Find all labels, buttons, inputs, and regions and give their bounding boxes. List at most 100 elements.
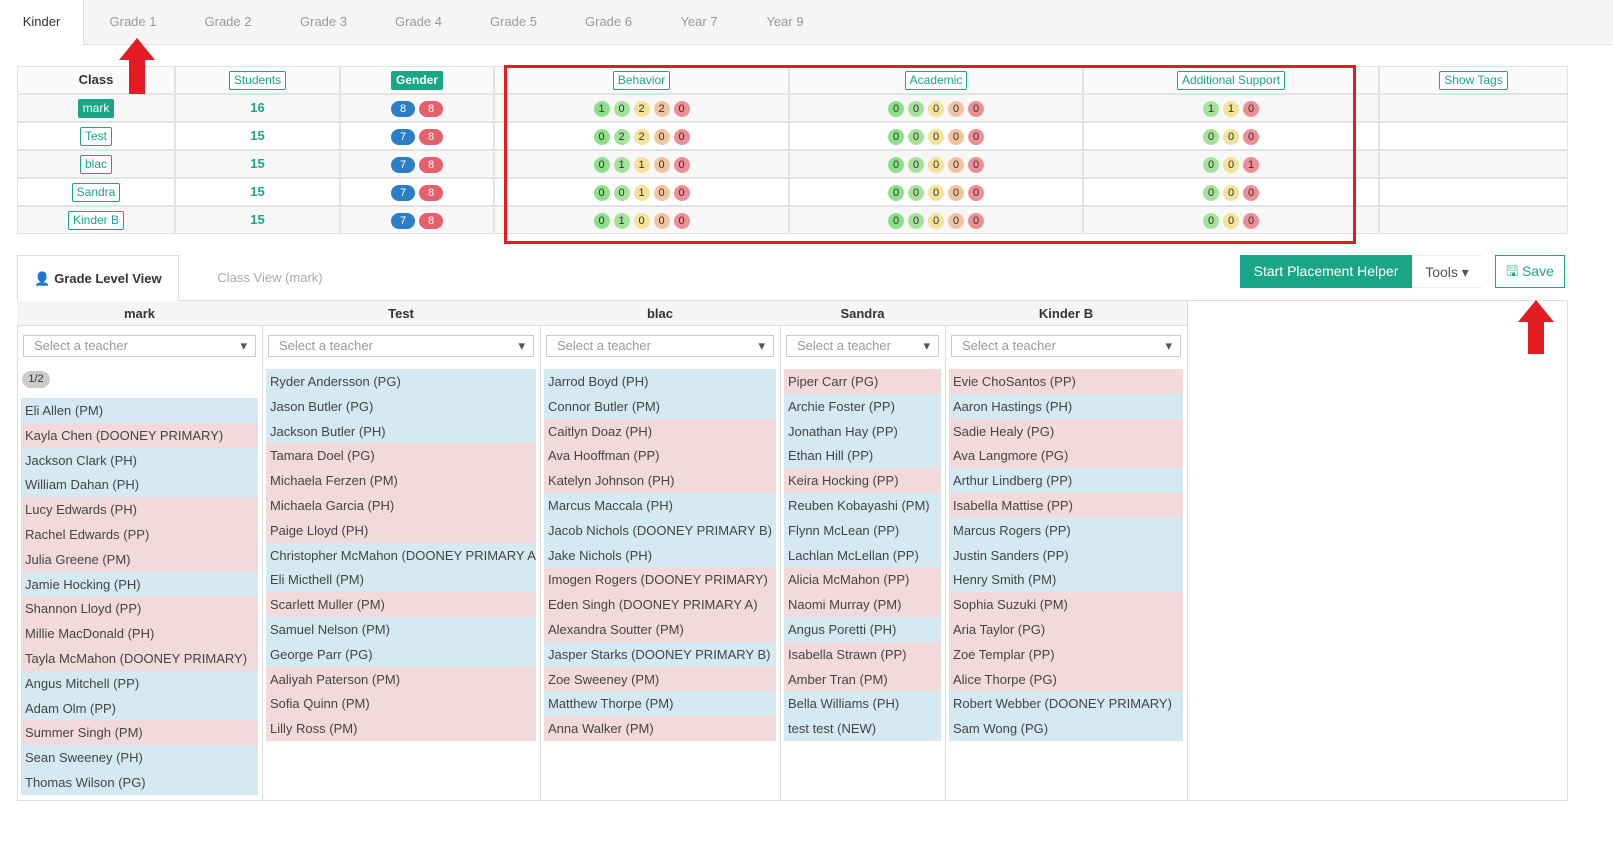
student-row[interactable]: Ava Langmore (PG) — [949, 443, 1183, 469]
grade-tab[interactable]: Kinder — [0, 0, 84, 45]
header-button[interactable]: Students — [228, 71, 287, 90]
student-row[interactable]: Tamara Doel (PG) — [266, 443, 536, 469]
student-row[interactable]: Ethan Hill (PP) — [784, 443, 941, 469]
class-button[interactable]: blac — [79, 155, 112, 174]
teacher-select[interactable]: Select a teacher ▾ — [951, 335, 1181, 357]
student-row[interactable]: Tayla McMahon (DOONEY PRIMARY) — [21, 646, 258, 671]
student-row[interactable]: Eli Micthell (PM) — [266, 567, 536, 593]
grade-tab[interactable]: Grade 6 — [585, 14, 632, 29]
student-row[interactable]: Christopher McMahon (DOONEY PRIMARY A) — [266, 542, 536, 568]
tools-button[interactable]: Tools ▾ — [1412, 255, 1482, 288]
student-row[interactable]: Sophia Suzuki (PM) — [949, 592, 1183, 618]
student-row[interactable]: Jake Nichols (PH) — [544, 542, 776, 568]
student-row[interactable]: Ryder Andersson (PG) — [266, 369, 536, 394]
student-row[interactable]: Bella Williams (PH) — [784, 691, 941, 717]
class-button[interactable]: mark — [77, 99, 115, 118]
student-row[interactable]: Reuben Kobayashi (PM) — [784, 493, 941, 518]
teacher-select[interactable]: Select a teacher ▾ — [546, 335, 774, 357]
student-row[interactable]: Katelyn Johnson (PH) — [544, 468, 776, 494]
student-row[interactable]: Ava Hooffman (PP) — [544, 443, 776, 469]
student-row[interactable]: Isabella Strawn (PP) — [784, 641, 941, 667]
student-row[interactable]: Angus Mitchell (PP) — [21, 670, 258, 696]
view-tab[interactable]: Class View (mark) — [190, 255, 350, 301]
student-row[interactable]: Amber Tran (PM) — [784, 666, 941, 692]
student-row[interactable]: Paige Lloyd (PH) — [266, 517, 536, 543]
student-row[interactable]: Zoe Sweeney (PM) — [544, 666, 776, 692]
student-row[interactable]: Evie ChoSantos (PP) — [949, 369, 1183, 394]
student-row[interactable]: Sean Sweeney (PH) — [21, 745, 258, 771]
student-row[interactable]: test test (NEW) — [784, 716, 941, 742]
header-button[interactable]: Behavior — [612, 71, 671, 90]
student-row[interactable]: Caitlyn Doaz (PH) — [544, 418, 776, 444]
student-row[interactable]: Summer Singh (PM) — [21, 720, 258, 746]
student-row[interactable]: Matthew Thorpe (PM) — [544, 691, 776, 717]
student-row[interactable]: Angus Poretti (PH) — [784, 617, 941, 642]
student-row[interactable]: Sadie Healy (PG) — [949, 418, 1183, 444]
header-button[interactable]: Additional Support — [1176, 71, 1286, 90]
student-row[interactable]: Samuel Nelson (PM) — [266, 617, 536, 642]
student-row[interactable]: Isabella Mattise (PP) — [949, 493, 1183, 518]
student-row[interactable]: Jarrod Boyd (PH) — [544, 369, 776, 394]
student-row[interactable]: Scarlett Muller (PM) — [266, 592, 536, 618]
student-row[interactable]: William Dahan (PH) — [21, 472, 258, 498]
header-button[interactable]: Show Tags — [1439, 71, 1508, 90]
student-row[interactable]: Imogen Rogers (DOONEY PRIMARY) — [544, 567, 776, 593]
student-row[interactable]: Marcus Rogers (PP) — [949, 517, 1183, 543]
student-row[interactable]: Thomas Wilson (PG) — [21, 770, 258, 795]
student-row[interactable]: Naomi Murray (PM) — [784, 592, 941, 618]
view-tab[interactable]: 👤 Grade Level View — [17, 255, 179, 301]
student-row[interactable]: Alice Thorpe (PG) — [949, 666, 1183, 692]
student-row[interactable]: Jackson Clark (PH) — [21, 447, 258, 473]
student-row[interactable]: Justin Sanders (PP) — [949, 542, 1183, 568]
student-row[interactable]: Marcus Maccala (PH) — [544, 493, 776, 518]
grade-tab[interactable]: Grade 5 — [490, 14, 537, 29]
student-row[interactable]: Jasper Starks (DOONEY PRIMARY B) — [544, 641, 776, 667]
student-row[interactable]: Michaela Ferzen (PM) — [266, 468, 536, 494]
teacher-select[interactable]: Select a teacher ▾ — [786, 335, 939, 357]
grade-tab[interactable]: Grade 2 — [204, 14, 252, 29]
student-row[interactable]: Lilly Ross (PM) — [266, 716, 536, 742]
grade-tab[interactable]: Year 7 — [680, 14, 718, 29]
student-row[interactable]: Alicia McMahon (PP) — [784, 567, 941, 593]
teacher-select[interactable]: Select a teacher ▾ — [23, 335, 256, 357]
student-row[interactable]: Aaron Hastings (PH) — [949, 393, 1183, 419]
student-row[interactable]: George Parr (PG) — [266, 641, 536, 667]
header-button[interactable]: Academic — [904, 71, 968, 90]
student-row[interactable]: Aaliyah Paterson (PM) — [266, 666, 536, 692]
class-button[interactable]: Test — [79, 127, 112, 146]
student-row[interactable]: Michaela Garcia (PH) — [266, 493, 536, 518]
grade-tab[interactable]: Year 9 — [766, 14, 804, 29]
student-row[interactable]: Eden Singh (DOONEY PRIMARY A) — [544, 592, 776, 618]
student-row[interactable]: Eli Allen (PM) — [21, 398, 258, 423]
class-button[interactable]: Sandra — [71, 183, 121, 202]
student-row[interactable]: Shannon Lloyd (PP) — [21, 596, 258, 622]
student-row[interactable]: Arthur Lindberg (PP) — [949, 468, 1183, 494]
save-button[interactable]: 🖫 Save — [1495, 255, 1565, 288]
header-button[interactable]: Gender — [390, 71, 443, 90]
student-row[interactable]: Jonathan Hay (PP) — [784, 418, 941, 444]
student-row[interactable]: Jamie Hocking (PH) — [21, 571, 258, 597]
student-row[interactable]: Zoe Templar (PP) — [949, 641, 1183, 667]
student-row[interactable]: Adam Olm (PP) — [21, 695, 258, 721]
student-row[interactable]: Lachlan McLellan (PP) — [784, 542, 941, 568]
student-row[interactable]: Robert Webber (DOONEY PRIMARY) — [949, 691, 1183, 717]
student-row[interactable]: Flynn McLean (PP) — [784, 517, 941, 543]
grade-tab[interactable]: Grade 1 — [109, 14, 157, 29]
teacher-select[interactable]: Select a teacher ▾ — [268, 335, 534, 357]
grade-tab[interactable]: Grade 4 — [395, 14, 442, 29]
student-row[interactable]: Connor Butler (PM) — [544, 393, 776, 419]
student-row[interactable]: Kayla Chen (DOONEY PRIMARY) — [21, 422, 258, 448]
student-row[interactable]: Jacob Nichols (DOONEY PRIMARY B) — [544, 517, 776, 543]
student-row[interactable]: Lucy Edwards (PH) — [21, 497, 258, 523]
student-row[interactable]: Rachel Edwards (PP) — [21, 522, 258, 547]
student-row[interactable]: Archie Foster (PP) — [784, 393, 941, 419]
student-row[interactable]: Jackson Butler (PH) — [266, 418, 536, 444]
student-row[interactable]: Anna Walker (PM) — [544, 716, 776, 742]
student-row[interactable]: Millie MacDonald (PH) — [21, 621, 258, 647]
student-row[interactable]: Alexandra Soutter (PM) — [544, 617, 776, 642]
class-button[interactable]: Kinder B — [67, 211, 125, 230]
student-row[interactable]: Keira Hocking (PP) — [784, 468, 941, 494]
student-row[interactable]: Sofia Quinn (PM) — [266, 691, 536, 717]
start-button[interactable]: Start Placement Helper — [1240, 255, 1412, 288]
student-row[interactable]: Jason Butler (PG) — [266, 393, 536, 419]
